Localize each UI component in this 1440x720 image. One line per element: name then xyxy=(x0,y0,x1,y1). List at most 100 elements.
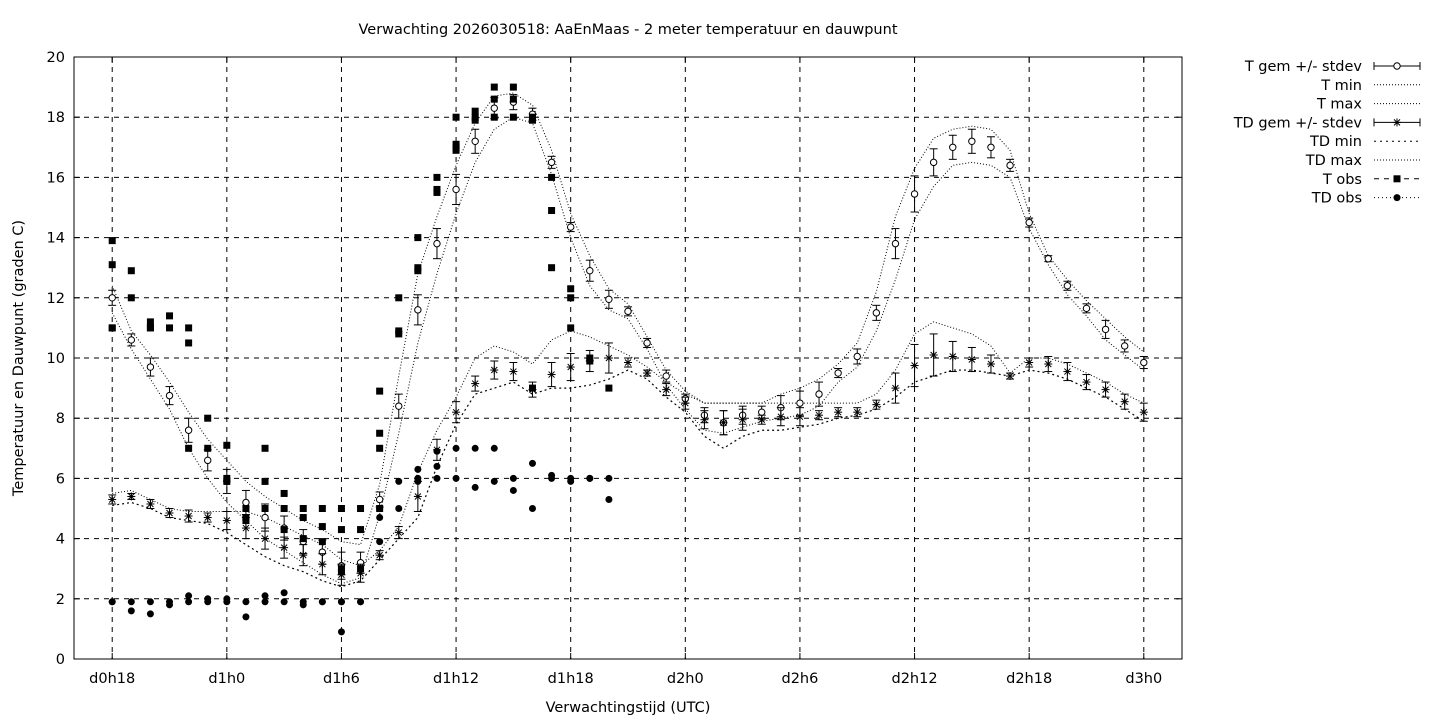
td-obs-point xyxy=(166,601,174,609)
legend-item: TD gem +/- stdev xyxy=(1233,115,1421,131)
t-obs-point xyxy=(452,143,460,151)
t-obs-point xyxy=(395,294,403,302)
td-mean-point xyxy=(776,407,785,427)
legend-item: T min xyxy=(1320,78,1420,94)
x-tick-label: d0h18 xyxy=(89,671,135,687)
td-obs-point xyxy=(395,477,403,485)
t-obs-point xyxy=(528,116,536,124)
t-mean-point xyxy=(624,306,632,317)
y-tick-label: 6 xyxy=(56,471,65,487)
td-mean-point xyxy=(108,494,117,505)
td-mean-point xyxy=(815,410,824,421)
t-mean-point xyxy=(929,148,938,177)
td-obs-point xyxy=(528,505,536,512)
y-tick-label: 12 xyxy=(47,291,65,307)
td-obs-point xyxy=(242,598,250,606)
td-obs-point xyxy=(376,538,384,546)
t-obs-point xyxy=(299,514,307,522)
legend-label: T min xyxy=(1320,78,1362,94)
t-mean-point xyxy=(1063,280,1072,291)
td-mean-point xyxy=(280,536,289,559)
td-obs-point xyxy=(433,462,441,470)
td-obs-point xyxy=(548,474,556,482)
t-mean-point xyxy=(547,155,556,169)
td-obs-point xyxy=(357,598,365,606)
td-obs-point xyxy=(586,474,594,482)
t-obs-point xyxy=(108,237,116,245)
td-mean-point xyxy=(452,401,461,424)
x-tick-label: d2h18 xyxy=(1006,671,1052,687)
legend-item: TD min xyxy=(1309,134,1420,150)
t-obs-point xyxy=(280,526,288,534)
t-obs-point xyxy=(357,565,365,573)
td-mean-point xyxy=(146,498,155,509)
legend-label: TD obs xyxy=(1311,191,1362,207)
legend-item: T obs xyxy=(1322,172,1420,188)
x-tick-label: d1h0 xyxy=(208,671,245,687)
t-obs-point xyxy=(166,312,174,320)
t-obs-point xyxy=(548,264,556,272)
td-obs-point xyxy=(490,477,498,485)
td-obs-point xyxy=(395,505,403,512)
legend-label: TD max xyxy=(1305,153,1363,169)
t-mean-point xyxy=(452,173,461,205)
td-mean-point xyxy=(127,492,136,501)
td-mean-point xyxy=(184,509,193,523)
td-mean-point xyxy=(967,346,976,373)
td-obs-point xyxy=(223,598,231,606)
x-tick-label: d3h0 xyxy=(1125,671,1162,687)
td-obs-point xyxy=(261,592,269,600)
t-obs-point xyxy=(166,324,174,332)
legend-label: TD min xyxy=(1309,134,1362,150)
t-obs-point xyxy=(567,294,575,302)
td-mean-point xyxy=(1139,402,1148,422)
y-tick-label: 16 xyxy=(47,170,65,186)
t-obs-point xyxy=(395,330,403,338)
td-mean-point xyxy=(1082,374,1091,391)
y-tick-label: 10 xyxy=(47,351,65,367)
y-tick-label: 18 xyxy=(47,110,65,126)
t-mean-point xyxy=(872,304,881,321)
td-obs-point xyxy=(433,447,441,455)
chart-title: Verwachting 2026030518: AaEnMaas - 2 met… xyxy=(358,22,897,38)
t-mean-point xyxy=(815,381,824,407)
t-mean-point xyxy=(108,289,117,306)
td-obs-point xyxy=(605,474,613,482)
t-mean-point xyxy=(146,357,155,377)
td-mean-point xyxy=(1063,362,1072,382)
t-obs-point xyxy=(127,294,135,302)
t-obs-point xyxy=(471,107,479,115)
t-mean-point xyxy=(471,128,480,154)
y-tick-label: 14 xyxy=(47,231,65,247)
legend-label: TD gem +/- stdev xyxy=(1233,115,1363,131)
td-obs-point xyxy=(108,598,116,606)
t-mean-point xyxy=(1044,254,1053,263)
td-mean-point xyxy=(1101,381,1110,398)
t-obs-point xyxy=(146,324,154,332)
t-obs-point xyxy=(414,267,422,275)
td-mean-point xyxy=(986,354,995,374)
legend-label: T max xyxy=(1316,97,1362,113)
t-obs-point xyxy=(337,505,345,512)
td-obs-point xyxy=(471,483,479,491)
t-obs-point xyxy=(280,489,288,497)
td-mean-point xyxy=(929,333,938,377)
t-mean-point xyxy=(662,369,671,383)
td-mean-point xyxy=(624,357,632,368)
td-obs-point xyxy=(376,514,384,522)
t-mean-point xyxy=(566,222,575,233)
t-obs-point xyxy=(185,324,193,332)
t-obs-point xyxy=(299,535,307,543)
td-obs-point xyxy=(605,495,613,503)
axis-ticks: 0 2 4 6 8 10 12 14 16 18 20 d0h18 d1h0 d1h6 d1h12 d1h18… xyxy=(47,50,1182,687)
t-obs-point xyxy=(548,207,556,215)
td-obs-point xyxy=(452,444,460,452)
td-mean-point xyxy=(509,362,518,382)
t-obs-point xyxy=(299,505,307,512)
t-mean-point xyxy=(375,491,384,508)
t-obs-point xyxy=(376,429,384,437)
t-obs-point xyxy=(204,414,212,422)
td-mean-point xyxy=(738,408,747,431)
t-obs-point xyxy=(452,113,460,121)
